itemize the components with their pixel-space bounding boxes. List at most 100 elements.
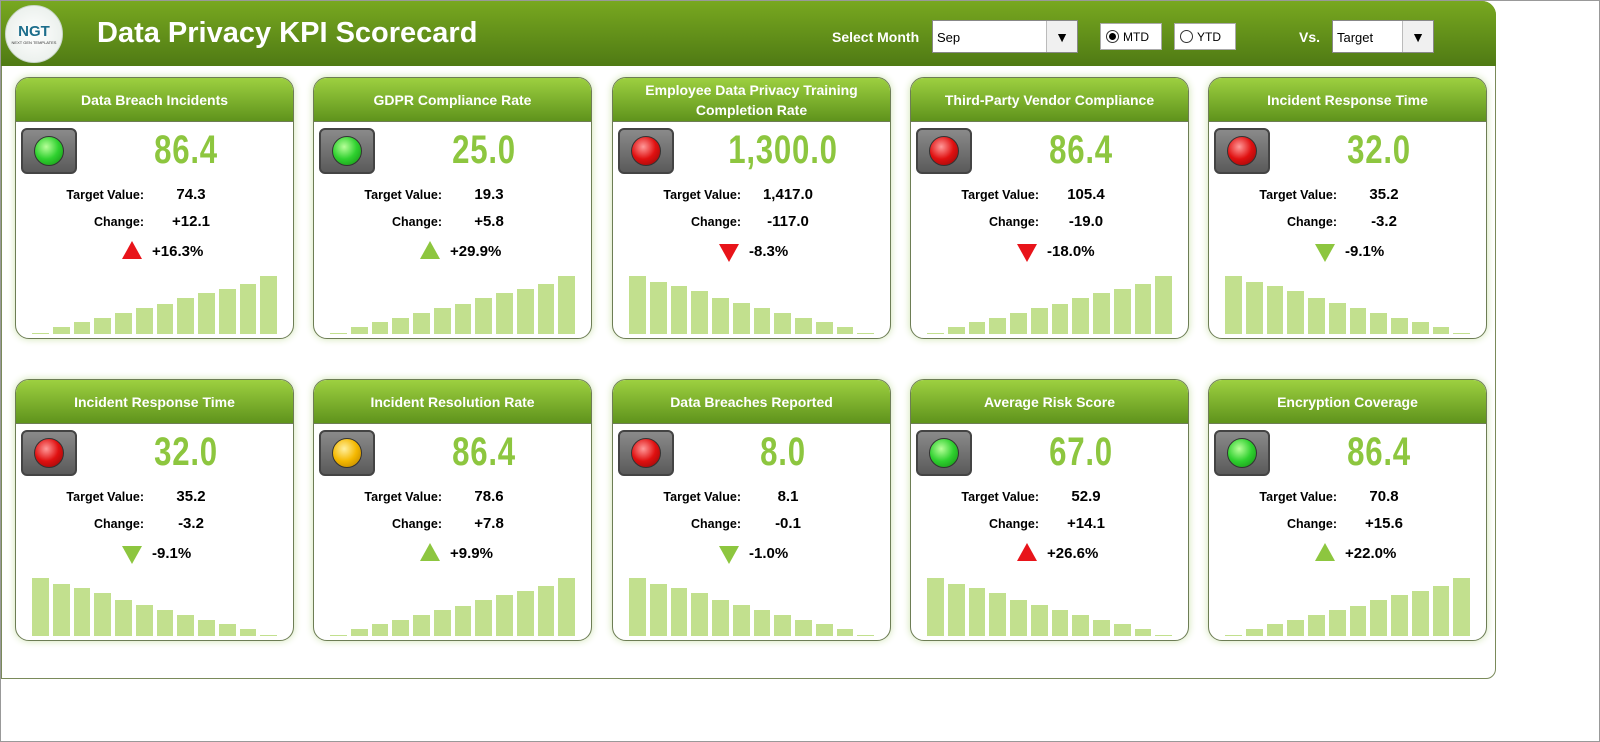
trend-bar [649, 281, 667, 334]
status-bulb-icon [631, 136, 661, 166]
trend-bar [1266, 286, 1284, 334]
trend-bar [330, 634, 347, 636]
trend-bar [1391, 595, 1408, 636]
arrow-down-icon [122, 546, 142, 564]
trend-bar [774, 312, 791, 334]
status-light [618, 128, 674, 174]
target-value: 52.9 [1071, 488, 1101, 505]
trend-bar [691, 291, 708, 334]
status-bulb-icon [332, 438, 362, 468]
trend-bar [1287, 291, 1304, 334]
kpi-card: Employee Data Privacy Training Completio… [612, 77, 891, 339]
kpi-title: Incident Response Time [1209, 78, 1486, 122]
status-light [1214, 430, 1270, 476]
kpi-value: 86.4 [1049, 128, 1113, 172]
change-label: Change: [691, 215, 741, 229]
target-label: Target Value: [1259, 188, 1337, 202]
trend-bar [1051, 609, 1069, 636]
change-label: Change: [691, 517, 741, 531]
trend-bar [239, 284, 257, 334]
trend-bar [1287, 620, 1304, 636]
trend-bar [1370, 312, 1387, 334]
trend-bar [1134, 284, 1152, 334]
change-value: +12.1 [172, 213, 210, 230]
arrow-down-icon [719, 546, 739, 564]
kpi-card: Average Risk Score 67.0 Target Value: 52… [910, 379, 1189, 641]
target-value: 70.8 [1369, 488, 1399, 505]
trend-bar [1030, 604, 1048, 636]
trend-bar [392, 318, 409, 334]
trend-bar [1225, 276, 1242, 334]
trend-bar [670, 588, 688, 636]
change-value: -3.2 [178, 515, 204, 532]
change-value: +7.8 [474, 515, 504, 532]
chevron-down-icon[interactable]: ▼ [1046, 21, 1077, 52]
kpi-title: Employee Data Privacy Training Completio… [613, 78, 890, 122]
chevron-down-icon[interactable]: ▼ [1402, 21, 1433, 52]
trend-bar [371, 322, 389, 334]
trend-bar [815, 322, 833, 334]
trend-bar [1328, 610, 1346, 636]
ytd-radio[interactable]: YTD [1174, 23, 1236, 50]
trend-bar [496, 595, 513, 636]
trend-bar [350, 327, 368, 334]
kpi-card: Data Breach Incidents 86.4 Target Value:… [15, 77, 294, 339]
status-light [21, 128, 77, 174]
trend-bar [156, 303, 174, 334]
status-light [319, 128, 375, 174]
trend-bar [968, 588, 986, 636]
trend-bar [1391, 318, 1408, 334]
trend-bar [1245, 629, 1263, 636]
status-light [319, 430, 375, 476]
trend-bar [927, 578, 944, 636]
trend-bar [1225, 634, 1242, 636]
trend-bar [774, 614, 791, 636]
target-value: 74.3 [176, 186, 206, 203]
trend-bar [433, 610, 451, 636]
status-bulb-icon [1227, 136, 1257, 166]
arrow-up-icon [420, 241, 440, 259]
trend-bar [1349, 605, 1367, 636]
trend-bar [516, 288, 534, 334]
trend-bar [1051, 303, 1069, 334]
trend-bar [239, 629, 257, 636]
vs-dropdown[interactable]: Target ▼ [1332, 20, 1434, 53]
trend-bar [1245, 281, 1263, 334]
trend-bar [815, 624, 833, 636]
trend-chart [927, 578, 1172, 636]
month-dropdown[interactable]: Sep ▼ [932, 20, 1078, 53]
change-label: Change: [1287, 215, 1337, 229]
logo-text: NGT [18, 23, 50, 40]
trend-bar [537, 586, 555, 636]
status-bulb-icon [34, 136, 64, 166]
trend-chart [330, 276, 575, 334]
trend-bar [649, 583, 667, 636]
trend-bar [836, 327, 854, 334]
trend-bar [1349, 307, 1367, 334]
trend-bar [927, 332, 944, 334]
ytd-label: YTD [1197, 30, 1221, 44]
logo-subtext: NEXT GEN TEMPLATES [11, 40, 57, 45]
trend-chart [629, 578, 874, 636]
trend-bar [32, 332, 49, 334]
trend-bar [1308, 615, 1325, 636]
trend-bar [52, 327, 70, 334]
trend-bar [177, 298, 194, 334]
trend-bar [392, 620, 409, 636]
month-value: Sep [937, 30, 961, 45]
trend-bar [629, 578, 646, 636]
kpi-card: Encryption Coverage 86.4 Target Value: 7… [1208, 379, 1487, 641]
kpi-title: Average Risk Score [911, 380, 1188, 424]
kpi-value: 8.0 [760, 430, 806, 474]
trend-bar [968, 322, 986, 334]
kpi-title: Incident Resolution Rate [314, 380, 591, 424]
mtd-radio[interactable]: MTD [1100, 23, 1162, 50]
radio-unselected-icon [1180, 30, 1193, 43]
trend-bar [1093, 620, 1110, 636]
trend-bar [135, 308, 153, 334]
trend-bar [1155, 634, 1172, 636]
trend-bar [1155, 276, 1172, 334]
trend-bar [712, 298, 729, 334]
trend-bar [558, 276, 575, 334]
trend-bar [753, 609, 771, 636]
